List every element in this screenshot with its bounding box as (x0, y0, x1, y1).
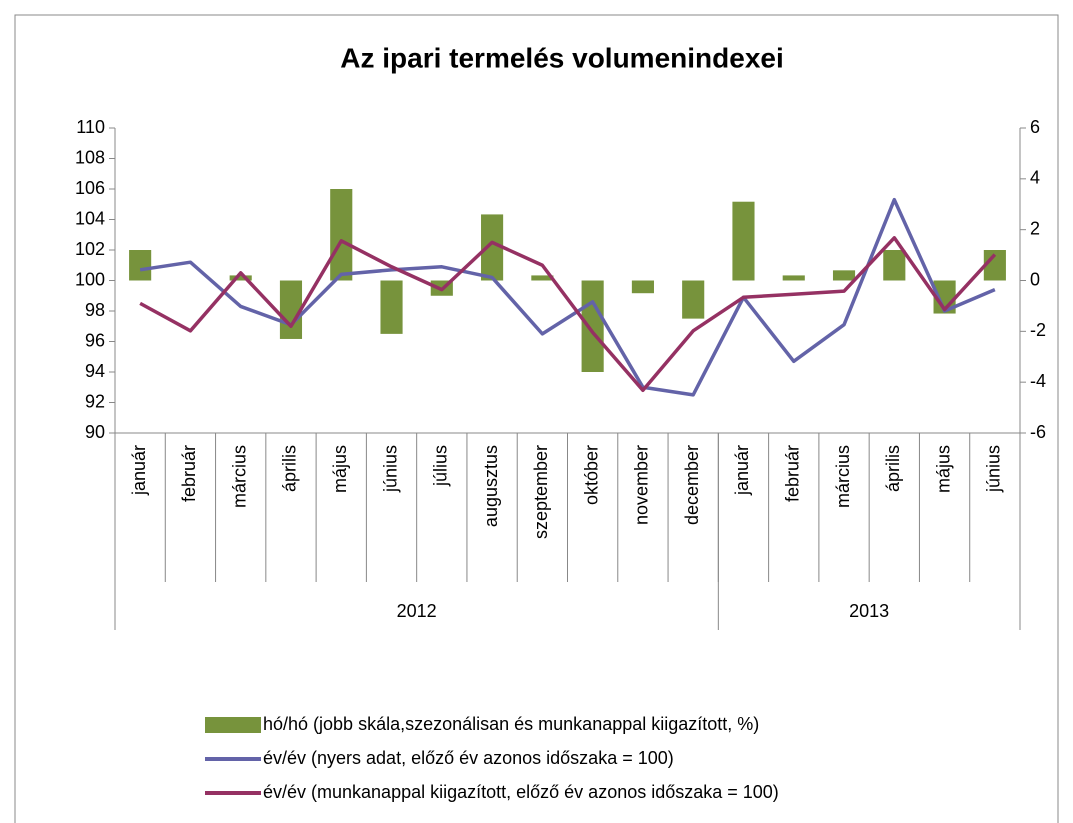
x-tick-label: szeptember (531, 445, 551, 539)
y2-tick-label: 6 (1030, 117, 1040, 137)
bar (832, 270, 856, 281)
x-tick-label: június (984, 445, 1004, 493)
x-tick-label: május (933, 445, 953, 493)
y-tick-label: 94 (85, 361, 105, 381)
x-tick-label: december (682, 445, 702, 525)
group-label: 2012 (397, 601, 437, 621)
bar (330, 189, 353, 281)
line (139, 236, 997, 393)
x-tick-label: február (783, 445, 803, 502)
y-tick-label: 92 (85, 391, 105, 411)
bar (380, 280, 403, 334)
x-tick-label: január (129, 445, 149, 496)
chart-frame (14, 14, 1059, 823)
bar (983, 250, 1006, 281)
x-tick-label: október (581, 445, 601, 505)
bar (682, 280, 705, 319)
x-tick-label: április (280, 445, 300, 492)
y2-tick-label: -2 (1030, 320, 1046, 340)
legend-swatch (205, 717, 261, 733)
bar (531, 275, 554, 281)
line (139, 197, 996, 397)
legend-label: év/év (nyers adat, előző év azonos idősz… (263, 748, 674, 768)
bar (631, 280, 654, 294)
group-label: 2013 (849, 601, 889, 621)
x-tick-label: november (632, 445, 652, 525)
y-tick-label: 96 (85, 330, 105, 350)
y-tick-label: 110 (76, 117, 105, 137)
bar (481, 214, 504, 281)
y-tick-label: 104 (75, 208, 105, 228)
x-tick-label: július (431, 445, 451, 487)
bar (129, 250, 152, 281)
bar (732, 201, 755, 281)
chart-title: Az ipari termelés volumenindexei (340, 42, 784, 73)
x-tick-label: február (179, 445, 199, 502)
y-tick-label: 100 (75, 269, 105, 289)
x-tick-label: május (330, 445, 350, 493)
y2-tick-label: -6 (1030, 422, 1046, 442)
x-tick-label: március (229, 445, 249, 508)
y-tick-label: 106 (75, 178, 105, 198)
legend-label: hó/hó (jobb skála,szezonálisan és munkan… (263, 714, 759, 734)
x-tick-label: június (380, 445, 400, 493)
x-tick-label: április (883, 445, 903, 492)
legend-label: év/év (munkanappal kiigazított, előző év… (263, 782, 779, 802)
y-tick-label: 108 (75, 147, 105, 167)
y2-tick-label: 2 (1030, 218, 1040, 238)
bar (229, 275, 252, 281)
x-tick-label: augusztus (481, 445, 501, 527)
x-tick-label: március (833, 445, 853, 508)
y-tick-label: 98 (85, 300, 105, 320)
bar (883, 250, 906, 281)
x-tick-label: január (732, 445, 752, 496)
y2-tick-label: 4 (1030, 168, 1040, 188)
bar (782, 275, 805, 281)
bar (581, 280, 604, 372)
y-tick-label: 90 (85, 422, 105, 442)
y2-tick-label: -4 (1030, 371, 1046, 391)
y2-tick-label: 0 (1030, 269, 1040, 289)
y-tick-label: 102 (75, 239, 105, 259)
